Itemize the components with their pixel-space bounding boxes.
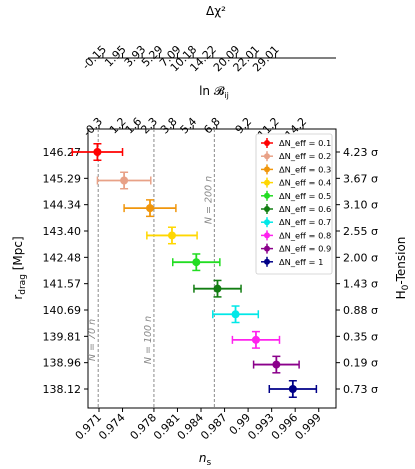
y-right-tick-label: 4.23 σ [343,146,378,159]
legend-marker [264,140,270,146]
y-left-tick-label: 144.34 [43,199,82,212]
legend: ΔN_eff = 0.1 ΔN_eff = 0.2 ΔN_eff = 0.3 ΔN_e… [255,133,333,275]
legend-item: ΔN_eff = 1 [261,256,323,267]
y-right-tick-label: 0.35 σ [343,330,378,343]
data-point [167,231,176,240]
legend-item: ΔN_eff = 0.7 [261,217,331,228]
data-point [231,310,240,319]
legend-label: ΔN_eff = 0.6 [279,204,331,214]
data-point-group [212,305,260,324]
legend-marker [264,206,270,212]
y-left-tick-label: 140.69 [43,304,82,317]
legend-label: ΔN_eff = 0.7 [279,217,331,227]
data-point-group [71,143,124,161]
y-right-tick-label: 3.10 σ [343,199,378,212]
y-right-tick-label: 2.55 σ [343,225,378,238]
plot-frame [87,128,337,409]
y-right-tick-label: 2.00 σ [343,251,378,264]
top-axis-chi2-title: Δχ² [206,4,226,18]
legend-marker [264,166,270,173]
y-right-tick-label: 0.19 σ [343,357,378,370]
vline-label: N = 70 n [87,319,98,361]
data-point [251,335,260,344]
data-point-group [146,226,198,245]
lnb-tick-label: 2.3 [138,115,160,137]
x-tick-label: 0.987 [198,411,229,442]
legend-label: ΔN_eff = 0.2 [279,151,331,161]
legend-item: ΔN_eff = 0.1 [261,138,331,148]
y-left-tick-label: 145.29 [43,172,82,185]
y-axis-left-label: rdrag [Mpc] [11,236,28,299]
top-axis-lnb-title: ln 𝓑ij [199,84,229,100]
lnb-tick-label: 6.8 [201,115,223,137]
legend-item: ΔN_eff = 0.9 [261,243,331,254]
data-point [288,385,297,393]
data-point-group [193,279,242,298]
y-right-tick-label: 1.43 σ [343,278,378,291]
data-point-group [123,199,177,218]
data-point [120,176,129,185]
data-point [213,284,222,293]
y-right-tick-label: 0.73 σ [343,383,378,396]
y-right-tick-label: 0.88 σ [343,304,378,317]
legend-frame [255,133,333,275]
data-point-group [252,355,300,374]
legend-marker [264,179,270,186]
y-left-tick-label: 143.40 [43,225,82,238]
data-point [146,204,154,213]
lnb-tick-label: -0.3 [81,115,105,139]
lnb-tick-label: 9.2 [233,115,255,137]
legend-item: ΔN_eff = 0.6 [261,204,331,214]
y-right-tick-label: 3.67 σ [343,172,378,185]
vline-label: N = 100 n [143,316,154,364]
legend-label: ΔN_eff = 0.9 [279,244,331,254]
x-axis-label: ns [199,451,212,468]
lnb-tick-label: 3.8 [158,115,180,137]
x-tick-label: 0.974 [96,411,127,442]
lnb-tick-label: 5.4 [178,115,200,137]
legend-item: ΔN_eff = 0.3 [261,164,331,175]
y-left-tick-label: 138.96 [43,357,82,370]
legend-label: ΔN_eff = 0.4 [279,178,331,188]
legend-item: ΔN_eff = 0.4 [261,177,331,188]
y-left-tick-label: 139.81 [43,330,82,343]
x-tick-label: 0.999 [292,411,323,442]
vline-label: N = 200 n [203,176,214,224]
legend-marker [264,153,270,160]
legend-label: ΔN_eff = 0.5 [279,191,331,201]
legend-label: ΔN_eff = 0.3 [279,164,331,174]
data-point-group [172,253,221,272]
legend-marker [264,232,270,239]
legend-marker [264,258,270,265]
legend-label: ΔN_eff = 0.8 [279,230,331,240]
y-axis-right-label: H0-Tension [394,237,411,300]
legend-marker [264,192,270,199]
y-left-tick-label: 138.12 [43,383,82,396]
legend-item: ΔN_eff = 0.5 [261,190,331,201]
data-point [93,148,102,156]
data-point-group [268,380,318,398]
legend-marker [264,219,270,226]
legend-marker [264,245,270,252]
y-left-tick-label: 142.48 [43,251,82,264]
data-point [272,360,281,369]
legend-item: ΔN_eff = 0.8 [261,230,331,241]
y-left-tick-label: 146.27 [43,146,82,159]
data-point-group [231,330,281,349]
data-point-group [96,171,152,190]
legend-label: ΔN_eff = 0.1 [279,138,331,148]
legend-label: ΔN_eff = 1 [279,257,323,267]
y-left-tick-label: 141.57 [43,278,82,291]
legend-item: ΔN_eff = 0.2 [261,151,331,162]
top-axis-chi2: Δχ² -0.151.953.935.297.0910.1814.2220.09… [80,4,336,74]
data-point [192,258,201,267]
